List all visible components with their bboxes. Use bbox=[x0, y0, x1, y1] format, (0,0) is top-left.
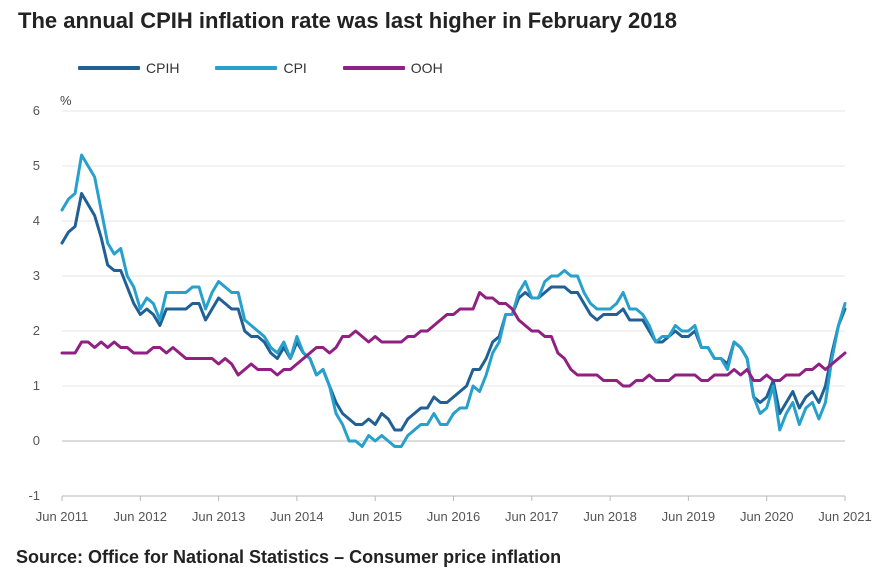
x-tick-label: Jun 2017 bbox=[505, 509, 559, 524]
x-tick-label: Jun 2016 bbox=[427, 509, 481, 524]
y-tick-label: -1 bbox=[28, 488, 40, 503]
legend-swatch bbox=[342, 66, 405, 70]
x-tick-label: Jun 2021 bbox=[818, 509, 872, 524]
gridlines bbox=[62, 110, 845, 497]
legend-label: OOH bbox=[410, 60, 443, 76]
legend-label: CPI bbox=[283, 60, 307, 76]
series-line-cpih bbox=[60, 192, 847, 432]
x-tick-label: Jun 2015 bbox=[348, 509, 402, 524]
y-tick-label: 6 bbox=[33, 103, 40, 118]
y-tick-label: 0 bbox=[33, 433, 40, 448]
y-tick-label: 1 bbox=[33, 378, 40, 393]
legend: CPIH CPI OOH bbox=[78, 60, 479, 76]
legend-item-cpi: CPI bbox=[215, 60, 307, 76]
legend-swatch bbox=[78, 66, 140, 70]
y-tick-label: 2 bbox=[33, 323, 40, 338]
x-tick-label: Jun 2014 bbox=[270, 509, 324, 524]
x-tick-label: Jun 2011 bbox=[36, 509, 89, 524]
source-note: Source: Office for National Statistics –… bbox=[16, 547, 562, 567]
x-tick-label: Jun 2012 bbox=[114, 509, 168, 524]
x-tick-label: Jun 2020 bbox=[740, 509, 794, 524]
x-axis: Jun 2011 Jun 2012 Jun 2013 Jun 2014 Jun 2015… bbox=[36, 495, 872, 524]
y-tick-label: 3 bbox=[33, 268, 40, 283]
x-tick-label: Jun 2018 bbox=[583, 509, 637, 524]
y-axis: -1 0 1 2 3 4 5 6% bbox=[28, 93, 72, 503]
x-tick-label: Jun 2013 bbox=[192, 509, 246, 524]
y-axis-unit: % bbox=[60, 93, 72, 108]
series-lines bbox=[60, 153, 847, 448]
legend-swatch bbox=[215, 66, 278, 70]
x-tick-label: Jun 2019 bbox=[662, 509, 716, 524]
legend-label: CPIH bbox=[146, 60, 180, 76]
series-line-cpi bbox=[60, 153, 847, 448]
legend-item-cpih: CPIH bbox=[78, 60, 179, 76]
chart-title: The annual CPIH inflation rate was last … bbox=[18, 8, 677, 33]
y-tick-label: 5 bbox=[33, 158, 40, 173]
legend-item-ooh: OOH bbox=[342, 60, 443, 76]
series-line-ooh bbox=[60, 291, 847, 388]
y-tick-label: 4 bbox=[33, 213, 40, 228]
